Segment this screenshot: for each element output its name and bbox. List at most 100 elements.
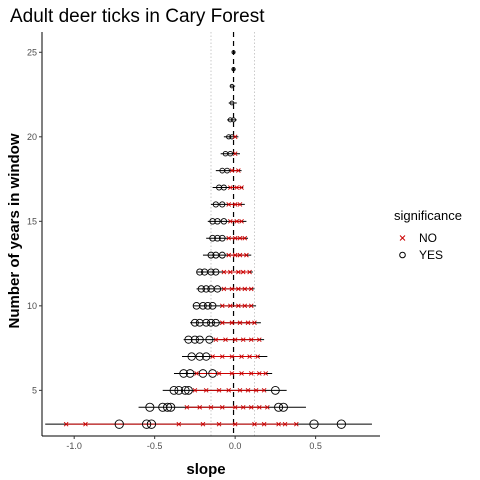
- point-significant-no: [232, 252, 238, 258]
- point-significant-no: [236, 286, 241, 292]
- x-marker-stroke: [226, 235, 232, 241]
- point-significant-no: [248, 371, 254, 376]
- point-significant-no: [263, 371, 269, 376]
- x-marker-stroke: [237, 252, 243, 258]
- point-significant-yes: [207, 318, 215, 327]
- legend-items: NO YES: [399, 231, 443, 262]
- window-23: [229, 83, 236, 89]
- x-marker-stroke: [237, 235, 243, 241]
- x-marker-stroke: [293, 421, 299, 427]
- x-marker-stroke: [192, 388, 198, 393]
- x-marker-stroke: [232, 235, 238, 241]
- point-significant-yes: [196, 268, 204, 276]
- point-significant-no: [226, 202, 232, 207]
- x-marker-stroke: [219, 303, 225, 309]
- point-significant-no: [184, 404, 190, 410]
- point-significant-yes: [202, 352, 211, 361]
- point-significant-no: [216, 371, 222, 376]
- point-significant-no: [232, 134, 238, 140]
- x-marker-stroke: [221, 286, 227, 292]
- x-marker-stroke: [239, 185, 244, 190]
- legend-label: NO: [419, 231, 437, 245]
- point-significant-no: [237, 320, 243, 326]
- point-significant-yes: [190, 318, 199, 327]
- x-marker-stroke: [227, 185, 233, 190]
- x-tick-label: -1.0: [66, 441, 82, 451]
- window-10: [192, 302, 257, 310]
- point-significant-yes: [213, 285, 222, 293]
- point-significant-no: [236, 303, 241, 309]
- window-9: [190, 318, 261, 327]
- point-significant-yes: [145, 402, 155, 412]
- x-marker-stroke: [256, 337, 262, 342]
- point-significant-yes: [199, 302, 207, 310]
- x-marker-stroke: [263, 371, 269, 376]
- point-significant-yes: [227, 150, 234, 157]
- x-marker-stroke: [276, 421, 281, 427]
- legend-entry-yes: YES: [399, 248, 443, 262]
- point-significant-no: [261, 421, 267, 427]
- point-significant-no: [83, 421, 88, 427]
- point-significant-no: [234, 219, 240, 224]
- point-significant-no: [242, 235, 248, 241]
- point-significant-no: [63, 421, 69, 427]
- point-significant-yes: [209, 218, 216, 225]
- point-significant-no: [240, 404, 246, 410]
- window-16: [211, 201, 245, 208]
- x-marker-stroke: [234, 219, 240, 224]
- x-marker-stroke: [237, 388, 243, 393]
- plot-panel: [45, 32, 372, 436]
- window-6: [173, 369, 273, 378]
- point-significant-yes: [229, 100, 235, 106]
- x-marker-stroke: [200, 421, 206, 427]
- point-significant-no: [237, 388, 243, 393]
- point-significant-yes: [180, 385, 190, 395]
- point-significant-no: [219, 303, 225, 309]
- point-significant-no: [236, 269, 241, 275]
- x-marker-stroke: [242, 286, 248, 292]
- x-marker-stroke: [252, 320, 257, 326]
- point-significant-no: [232, 235, 238, 241]
- point-significant-no: [232, 202, 238, 207]
- point-significant-no: [227, 269, 233, 275]
- point-significant-yes: [114, 419, 124, 429]
- point-significant-yes: [220, 218, 228, 225]
- x-tick-label: -0.5: [147, 441, 163, 451]
- point-significant-no: [227, 303, 233, 309]
- window-24: [231, 67, 236, 72]
- point-significant-yes: [212, 201, 219, 208]
- point-significant-yes: [202, 318, 211, 327]
- point-significant-no: [216, 421, 222, 427]
- x-marker-stroke: [229, 168, 235, 173]
- point-significant-no: [227, 219, 233, 224]
- x-marker-stroke: [210, 354, 215, 359]
- point-significant-no: [261, 388, 267, 393]
- point-significant-yes: [211, 318, 220, 327]
- x-marker-stroke: [194, 371, 199, 376]
- point-significant-no: [265, 404, 270, 410]
- x-marker-stroke: [184, 404, 190, 410]
- point-significant-no: [245, 320, 251, 326]
- window-3: [45, 419, 372, 429]
- window-19: [220, 150, 240, 157]
- point-significant-yes: [207, 251, 215, 259]
- point-significant-no: [276, 421, 281, 427]
- x-marker-stroke: [234, 185, 240, 190]
- point-significant-no: [256, 371, 262, 376]
- x-marker-stroke: [219, 404, 225, 410]
- point-significant-no: [252, 421, 257, 427]
- point-significant-yes: [229, 134, 235, 140]
- point-significant-no: [242, 286, 248, 292]
- legend-entry-no: NO: [399, 231, 437, 245]
- point-significant-no: [192, 388, 198, 393]
- x-marker-stroke: [216, 421, 222, 427]
- point-significant-no: [219, 404, 225, 410]
- point-significant-yes: [141, 419, 152, 429]
- window-5: [162, 385, 287, 395]
- window-13: [202, 251, 252, 259]
- point-significant-yes: [229, 83, 235, 89]
- x-marker-stroke: [265, 404, 270, 410]
- point-significant-no: [216, 388, 222, 393]
- x-marker-stroke: [232, 202, 238, 207]
